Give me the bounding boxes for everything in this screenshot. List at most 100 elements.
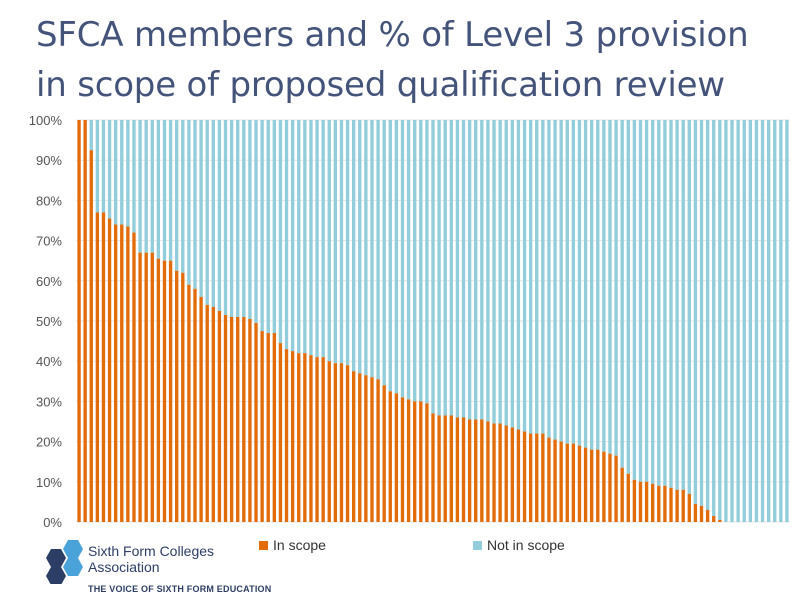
bar-not-in-scope [120,120,124,225]
y-axis: 0% 10% 20% 30% 40% 50% 60% 70% 80% 90% 100% [29,113,63,530]
bar-in-scope [632,479,637,522]
bar-in-scope [681,489,685,522]
bar-not-in-scope [303,120,307,354]
sfca-logo: Sixth Form Colleges Association THE VOIC… [36,538,296,600]
y-tick-label: 10% [36,475,62,490]
bar-not-in-scope [602,120,606,452]
bar-not-in-scope [467,120,472,420]
bar-in-scope [193,288,197,522]
bar-not-in-scope [486,120,490,422]
bar-not-in-scope [547,120,551,438]
bar-in-scope [480,419,484,522]
logo-name: Sixth Form Colleges Association [88,543,214,575]
bar-not-in-scope [175,120,179,271]
legend-label-in-scope: In scope [273,537,326,553]
bar-in-scope [425,403,429,522]
bar-not-in-scope [419,120,423,402]
bar-in-scope [712,515,716,522]
bar-not-in-scope [388,120,392,392]
bar-not-in-scope [242,120,246,317]
bar-in-scope [467,419,472,522]
bar-in-scope [626,473,630,522]
bar-in-scope [290,351,295,522]
bar-not-in-scope [345,120,350,366]
bar-not-in-scope [260,120,264,332]
bar-in-scope [589,449,594,522]
bar-not-in-scope [589,120,594,450]
bar-not-in-scope [596,120,600,450]
bar-in-scope [83,120,87,522]
bar-not-in-scope [413,120,417,402]
bar-not-in-scope [193,120,197,289]
bar-in-scope [553,439,557,522]
bar-not-in-scope [626,120,630,474]
bar-not-in-scope [754,120,759,522]
bar-in-scope [242,316,246,522]
bar-not-in-scope [254,120,258,324]
bar-in-scope [687,493,691,522]
bar-not-in-scope [760,120,765,522]
bar-not-in-scope [309,120,313,356]
bar-in-scope [327,361,331,522]
bar-in-scope [217,310,222,522]
bar-in-scope [651,483,655,522]
bar-not-in-scope [516,120,521,430]
bar-in-scope [559,441,563,522]
bar-not-in-scope [168,120,173,261]
y-tick-label: 60% [36,274,62,289]
bar-in-scope [278,343,283,522]
bar-in-scope [333,363,338,522]
bar-not-in-scope [522,120,527,432]
bar-not-in-scope [229,120,234,317]
bar-not-in-scope [742,120,746,522]
bar-not-in-scope [541,120,545,434]
bar-not-in-scope [315,120,319,358]
legend-swatch-not-in-scope [473,540,482,550]
bar-in-scope [669,487,673,522]
bar-not-in-scope [351,120,356,372]
legend-swatch-in-scope [259,540,268,550]
bar-in-scope [675,489,679,522]
bar-in-scope [144,252,148,522]
bar-not-in-scope [510,120,515,428]
bar-not-in-scope [358,120,362,374]
bar-in-scope [120,224,124,522]
bar-not-in-scope [107,120,112,219]
bar-not-in-scope [773,120,777,522]
bar-not-in-scope [150,120,154,253]
legend-item-in-scope: In scope [259,537,326,553]
bar-in-scope [455,417,460,522]
bar-not-in-scope [443,120,447,416]
bar-in-scope [95,212,100,522]
bar-in-scope [266,333,270,522]
bar-in-scope [437,415,441,522]
bar-in-scope [614,455,618,522]
bar-in-scope [132,232,136,522]
bar-not-in-scope [394,120,399,394]
bar-in-scope [443,415,447,522]
bar-not-in-scope [712,120,716,516]
bar-in-scope [364,375,368,522]
bar-in-scope [522,431,527,522]
bar-in-scope [583,447,588,522]
logo-name-line1: Sixth Form Colleges [88,543,215,559]
bar-not-in-scope [724,120,728,522]
bar-in-scope [638,481,643,522]
bar-in-scope [498,423,502,522]
bar-not-in-scope [113,120,118,225]
y-tick-label: 90% [36,153,62,168]
bar-not-in-scope [162,120,167,261]
bar-in-scope [406,399,411,522]
bar-in-scope [254,323,258,522]
bar-not-in-scope [278,120,283,344]
bar-not-in-scope [272,120,277,334]
bar-not-in-scope [89,120,93,151]
bar-not-in-scope [364,120,368,376]
bar-in-scope [596,449,600,522]
bar-in-scope [309,355,313,522]
bar-in-scope [199,296,203,522]
y-tick-label: 30% [36,394,62,409]
bar-not-in-scope [437,120,441,416]
bar-not-in-scope [187,120,191,285]
